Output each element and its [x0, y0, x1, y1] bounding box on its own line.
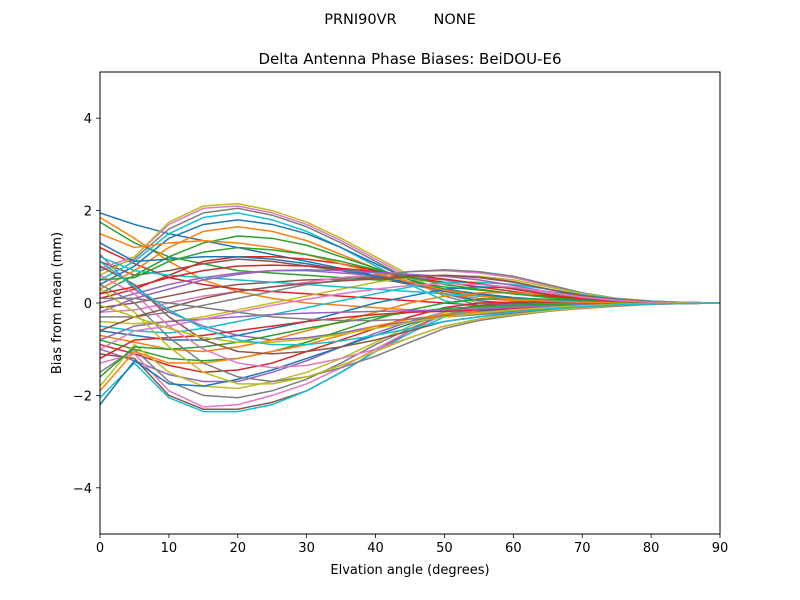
plot-lines: [99, 202, 721, 413]
x-axis-ticks: 0 10 20 30 40 50 60 70 80 90: [96, 534, 728, 556]
x-axis-label: Elvation angle (degrees): [330, 563, 489, 578]
chart-suptitle: PRNI90VR NONE: [324, 12, 476, 28]
x-tick-label: 20: [230, 541, 247, 556]
y-axis-label: Bias from mean (mm): [50, 232, 65, 374]
series-line-s50: [99, 260, 721, 346]
y-tick-label: −2: [73, 389, 92, 404]
y-axis-ticks: −4 −2 0 2 4: [73, 112, 100, 497]
y-tick-label: 0: [84, 297, 92, 312]
x-tick-label: 0: [96, 541, 104, 556]
x-tick-label: 70: [574, 541, 591, 556]
x-tick-label: 40: [367, 541, 384, 556]
x-tick-label: 50: [436, 541, 453, 556]
x-tick-label: 60: [505, 541, 522, 556]
y-tick-label: −4: [73, 482, 92, 497]
series-line-s47: [99, 282, 721, 350]
y-tick-label: 2: [84, 205, 92, 220]
x-tick-label: 30: [298, 541, 315, 556]
series-line-s42: [99, 233, 720, 304]
chart-title: Delta Antenna Phase Biases: BeiDOU-E6: [259, 50, 562, 68]
x-tick-label: 90: [712, 541, 729, 556]
x-tick-label: 80: [643, 541, 660, 556]
x-tick-label: 10: [161, 541, 178, 556]
y-tick-label: 4: [84, 112, 92, 127]
